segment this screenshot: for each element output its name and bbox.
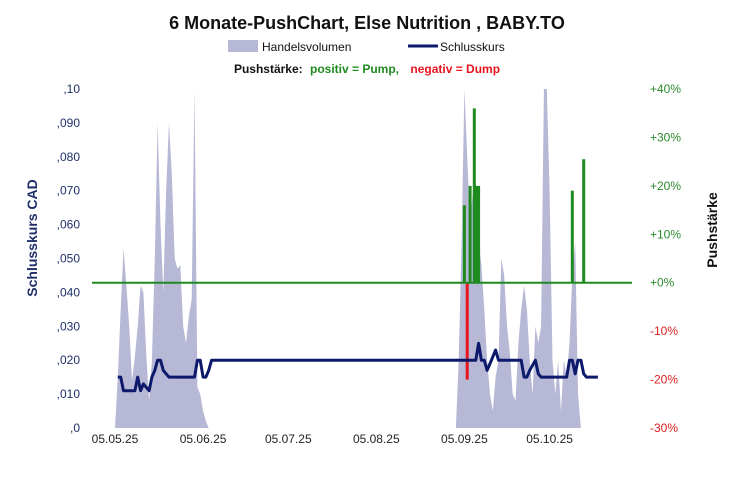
x-tick-label: 05.10.25 (526, 432, 573, 446)
legend-volume-swatch (228, 40, 258, 52)
y-tick-right-label: +0% (650, 276, 675, 290)
legend-volume-label: Handelsvolumen (262, 40, 351, 54)
y-tick-left-label: ,050 (57, 252, 81, 266)
y-tick-right-label: -30% (650, 421, 678, 435)
y-tick-right-label: +10% (650, 227, 681, 241)
y-tick-left-label: ,070 (57, 184, 81, 198)
y-tick-right-label: +30% (650, 130, 681, 144)
y-tick-right-label: +20% (650, 179, 681, 193)
legend-close-label: Schlusskurs (440, 40, 505, 54)
push-bar-pump (472, 108, 476, 283)
y-tick-right-label: -20% (650, 373, 678, 387)
y-tick-left-label: ,090 (57, 116, 81, 130)
y-tick-left-label: ,10 (63, 82, 80, 96)
y-tick-left-label: ,040 (57, 285, 81, 299)
x-tick-label: 05.06.25 (180, 432, 227, 446)
x-tick-label: 05.08.25 (353, 432, 400, 446)
y-tick-right-label: +40% (650, 82, 681, 96)
push-bar-pump (474, 185, 478, 283)
plot-area: ,0 ,010 ,020 ,030 ,040 ,050 ,060 ,070 ,080 ,090 ,1… (57, 82, 682, 446)
push-legend-positive: positiv = Pump, (310, 62, 399, 76)
push-bar-pump (468, 185, 472, 283)
y-tick-left-label: ,010 (57, 387, 81, 401)
chart-title: 6 Monate-PushChart, Else Nutrition , BAB… (169, 13, 565, 33)
y-tick-left-label: ,060 (57, 218, 81, 232)
x-tick-label: 05.09.25 (441, 432, 488, 446)
push-legend-prefix: Pushstärke: (234, 62, 303, 76)
close-price-line (117, 341, 598, 393)
push-bar-dump (465, 282, 469, 380)
push-legend: Pushstärke: positiv = Pump, negativ = Du… (234, 62, 500, 76)
push-bar-pump (582, 159, 586, 283)
legend: Handelsvolumen Schlusskurs (228, 40, 505, 54)
y-axis-right-label: Pushstärke (704, 192, 720, 268)
y-tick-left-label: ,0 (70, 421, 80, 435)
y-axis-left-label: Schlusskurs CAD (24, 179, 40, 296)
y-tick-right-label: -10% (650, 324, 678, 338)
x-tick-label: 05.07.25 (265, 432, 312, 446)
push-bar-pump (477, 185, 481, 283)
y-tick-left-label: ,080 (57, 150, 81, 164)
push-bar-pump (570, 190, 574, 283)
y-tick-left-label: ,030 (57, 319, 81, 333)
y-tick-left-label: ,020 (57, 353, 81, 367)
push-legend-negative: negativ = Dump (410, 62, 500, 76)
push-bar-pump (462, 205, 466, 283)
x-tick-label: 05.05.25 (92, 432, 139, 446)
